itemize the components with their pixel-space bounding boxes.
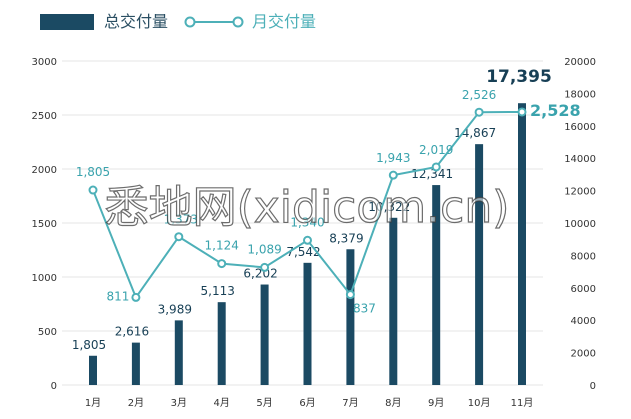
- total-delivery-bar: [303, 262, 312, 385]
- total-delivery-label: 1,805: [72, 338, 106, 352]
- total-delivery-bar: [217, 302, 226, 385]
- legend-total-label: 总交付量: [104, 12, 169, 31]
- y-left-tick-label: 3000: [32, 57, 57, 68]
- y-right-tick-label: 20000: [564, 57, 596, 68]
- y-right-tick-label: 10000: [564, 219, 596, 230]
- y-right-tick-label: 0: [590, 381, 596, 392]
- monthly-delivery-point: [517, 107, 527, 117]
- y-left-tick-label: 2500: [32, 111, 57, 122]
- monthly-delivery-point: [260, 262, 270, 272]
- monthly-delivery-point: [431, 162, 441, 172]
- y-right-tick-label: 14000: [564, 154, 596, 165]
- x-tick-label: 1月: [85, 397, 101, 409]
- total-delivery-bar: [389, 217, 398, 385]
- x-tick-label: 9月: [428, 397, 444, 409]
- x-tick-label: 5月: [256, 397, 272, 409]
- monthly-delivery-point: [174, 232, 184, 242]
- x-tick-label: 3月: [171, 397, 187, 409]
- total-delivery-label: 8,379: [329, 231, 363, 245]
- monthly-delivery-label: 1,805: [76, 165, 110, 179]
- monthly-delivery-point: [303, 235, 312, 245]
- monthly-delivery-point: [388, 170, 398, 180]
- total-delivery-label: 10,322: [368, 200, 410, 214]
- total-delivery-bar: [260, 284, 269, 385]
- total-delivery-label: 2,616: [115, 325, 149, 339]
- y-right-tick-label: 4000: [571, 316, 596, 327]
- x-tick-label: 7月: [342, 397, 358, 409]
- total-delivery-label: 12,341: [411, 167, 453, 181]
- chart-legend: 总交付量 月交付量: [0, 8, 631, 36]
- y-left-tick-label: 2000: [32, 165, 57, 176]
- total-delivery-bar: [518, 103, 526, 386]
- y-left-tick-label: 500: [38, 327, 57, 338]
- legend-bar-swatch: [40, 14, 94, 30]
- total-delivery-label: 17,395: [486, 67, 552, 87]
- monthly-delivery-label: 811: [106, 289, 129, 303]
- x-tick-label: 6月: [299, 397, 315, 409]
- monthly-delivery-point: [217, 259, 227, 269]
- x-tick-label: 4月: [214, 397, 230, 409]
- y-right-tick-label: 6000: [571, 284, 596, 295]
- x-tick-label: 8月: [385, 397, 401, 409]
- total-delivery-label: 5,113: [201, 284, 235, 298]
- y-left-tick-label: 1500: [32, 219, 57, 230]
- x-tick-label: 2月: [128, 397, 144, 409]
- y-right-tick-label: 16000: [564, 122, 596, 133]
- y-right-tick-label: 18000: [564, 89, 596, 100]
- monthly-delivery-label: 2,526: [462, 88, 496, 102]
- y-right-tick-label: 8000: [571, 251, 596, 262]
- monthly-delivery-label: 1,373: [164, 213, 198, 227]
- total-delivery-bar: [174, 320, 183, 385]
- total-delivery-bar: [89, 355, 97, 385]
- y-right-tick-label: 12000: [564, 187, 596, 198]
- total-delivery-label: 6,202: [243, 267, 277, 281]
- monthly-delivery-label: 2,528: [530, 101, 581, 120]
- x-tick-label: 11月: [511, 397, 534, 409]
- y-right-tick-label: 2000: [571, 349, 596, 360]
- total-delivery-bar: [475, 144, 484, 385]
- x-tick-label: 10月: [468, 397, 491, 409]
- y-left-tick-label: 1000: [32, 273, 57, 284]
- monthly-delivery-label: 1,124: [205, 239, 239, 253]
- total-delivery-bar: [131, 342, 140, 385]
- monthly-delivery-label: 1,089: [247, 242, 281, 256]
- monthly-delivery-label: 1,340: [290, 215, 324, 229]
- monthly-delivery-point: [88, 185, 98, 195]
- y-left-tick-label: 0: [51, 381, 57, 392]
- monthly-delivery-point: [131, 292, 141, 302]
- watermark-text: 悉地网(xidicom.cn): [105, 182, 510, 233]
- legend-line-swatch: [184, 16, 244, 28]
- monthly-delivery-point: [474, 107, 484, 117]
- monthly-delivery-label: 1,943: [376, 151, 410, 165]
- monthly-delivery-label: 2,019: [419, 143, 453, 157]
- monthly-delivery-label: 837: [353, 302, 376, 316]
- total-delivery-label: 3,989: [158, 302, 192, 316]
- legend-monthly-label: 月交付量: [252, 12, 317, 31]
- total-delivery-bar: [346, 249, 355, 385]
- total-delivery-bar: [432, 185, 441, 385]
- total-delivery-label: 14,867: [454, 126, 496, 140]
- monthly-delivery-point: [345, 290, 355, 300]
